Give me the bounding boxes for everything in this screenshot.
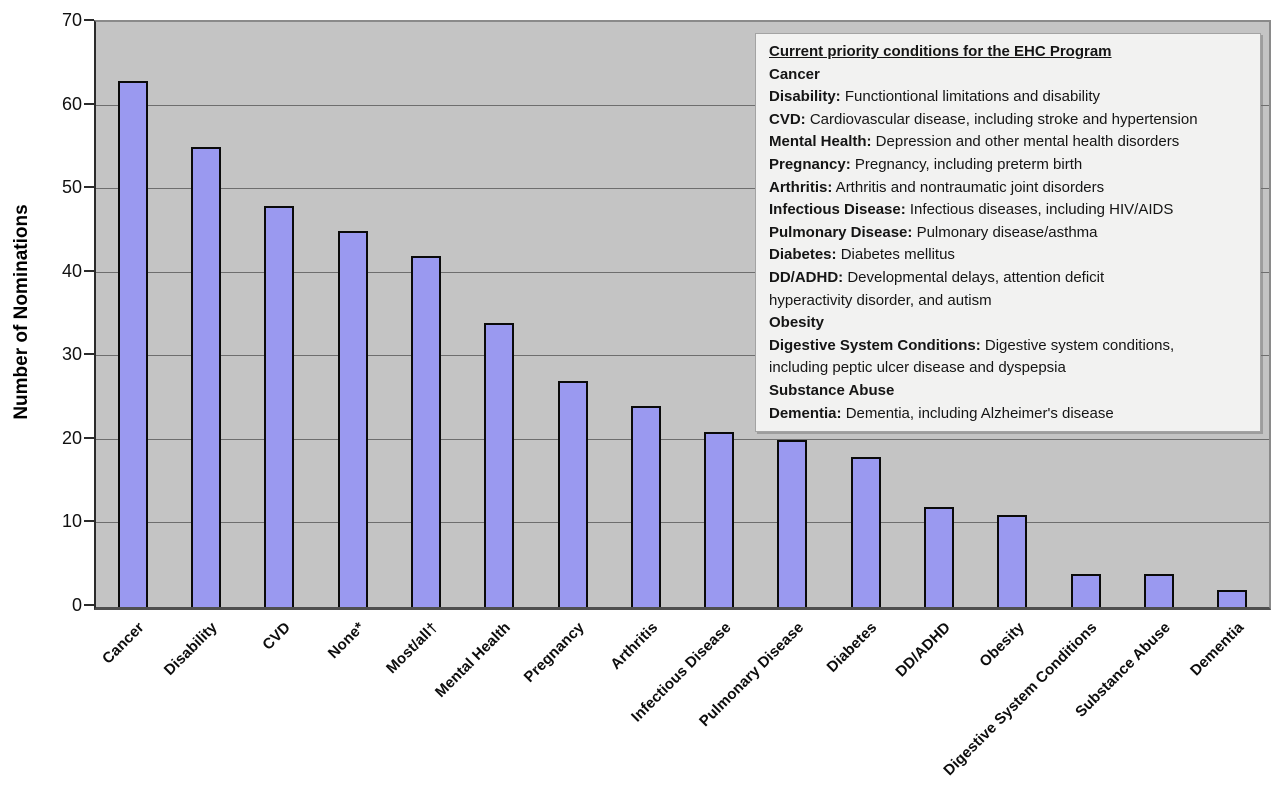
y-tick-60 [84, 102, 94, 105]
bar-obesity [997, 515, 1028, 607]
y-tick-label-20: 20 [61, 427, 82, 448]
legend-line-0: Cancer [769, 64, 1247, 87]
bar-cancer [117, 80, 148, 607]
legend-description: including peptic ulcer disease and dyspe… [769, 359, 1066, 377]
x-label-text: Mental Health [432, 619, 515, 701]
legend-term: Substance Abuse [769, 381, 895, 399]
x-label-text: Diabetes [824, 619, 881, 676]
x-label-text: DD/ADHD [892, 619, 955, 681]
bar-mental-health [484, 322, 515, 607]
legend-term: Disability: [769, 88, 841, 106]
legend-line-12: Digestive System Conditions: Digestive s… [769, 335, 1247, 358]
x-label-text: Most/all† [382, 619, 441, 678]
bar-arthritis [630, 406, 661, 607]
y-tick-50 [84, 186, 94, 189]
legend-description: Cardiovascular disease, including stroke… [805, 110, 1198, 128]
legend-description: Functiontional limitations and disabilit… [840, 88, 1100, 106]
legend-description: Depression and other mental health disor… [871, 133, 1180, 151]
y-tick-label-40: 40 [61, 260, 82, 281]
y-tick-40 [84, 269, 94, 272]
bar-substance-abuse [1144, 573, 1175, 607]
bar-digestive-system-conditions [1070, 573, 1101, 607]
bar-none- [337, 230, 368, 607]
bar-pregnancy [557, 381, 588, 607]
legend-description: Dementia, including Alzheimer's disease [841, 404, 1114, 422]
y-tick-label-50: 50 [61, 177, 82, 198]
legend-title: Current priority conditions for the EHC … [769, 43, 1112, 60]
gridline-30 [96, 355, 1269, 357]
bar-diabetes [850, 456, 881, 607]
x-label-text: None* [324, 619, 368, 663]
legend-description: Diabetes mellitus [836, 246, 955, 264]
gridline-20 [96, 438, 1269, 440]
y-axis-title-text: Number of Nominations [11, 204, 32, 420]
legend-line-2: CVD: Cardiovascular disease, including s… [769, 109, 1247, 132]
legend-term: Obesity [769, 314, 825, 332]
bar-pulmonary-disease [777, 439, 808, 607]
y-tick-0 [84, 604, 94, 606]
legend-term: Diabetes: [769, 246, 837, 264]
legend-line-13: including peptic ulcer disease and dyspe… [769, 357, 1247, 380]
legend-line-5: Arthritis: Arthritis and nontraumatic jo… [769, 177, 1247, 200]
legend-term: Mental Health: [769, 133, 872, 151]
legend-term: DD/ADHD: [769, 268, 844, 286]
bar-disability [190, 147, 221, 607]
legend-term: Cancer [769, 65, 820, 83]
legend-line-7: Pulmonary Disease: Pulmonary disease/ast… [769, 222, 1247, 245]
legend-entries: Cancer Disability: Functiontional limitat… [769, 64, 1247, 426]
y-tick-70 [84, 19, 94, 21]
legend-description: Digestive system conditions, [980, 336, 1175, 354]
y-tick-label-10: 10 [61, 511, 82, 532]
legend-line-6: Infectious Disease: Infectious diseases,… [769, 199, 1247, 222]
legend-term: Arthritis: [769, 178, 833, 196]
gridline-40 [96, 271, 1269, 273]
bar-cvd [264, 205, 295, 607]
gridline-60 [96, 104, 1269, 106]
legend-description: Pregnancy, including preterm birth [850, 155, 1083, 173]
legend-box: Current priority conditions for the EHC … [755, 33, 1261, 433]
legend-line-1: Disability: Functiontional limitations a… [769, 86, 1247, 109]
x-label-text: Disability [161, 619, 221, 679]
legend-line-14: Substance Abuse [769, 380, 1247, 403]
bar-dd-adhd [924, 506, 955, 607]
legend-line-4: Pregnancy: Pregnancy, including preterm … [769, 154, 1247, 177]
y-tick-label-0: 0 [71, 595, 82, 615]
x-label-text: Obesity [975, 619, 1028, 671]
legend-line-9: DD/ADHD: Developmental delays, attention… [769, 267, 1247, 290]
bar-most-all- [410, 256, 441, 607]
gridline-50 [96, 188, 1269, 190]
legend-line-8: Diabetes: Diabetes mellitus [769, 244, 1247, 267]
y-tick-20 [84, 436, 94, 439]
legend-term: Infectious Disease: [769, 201, 906, 219]
legend-description: Arthritis and nontraumatic joint disorde… [832, 178, 1105, 196]
y-tick-label-70: 70 [61, 10, 82, 30]
y-tick-30 [84, 353, 94, 356]
legend-term: Pregnancy: [769, 155, 851, 173]
x-label-text: Pregnancy [520, 619, 588, 686]
bar-dementia [1217, 590, 1248, 607]
legend-line-3: Mental Health: Depression and other ment… [769, 131, 1247, 154]
legend-term: Pulmonary Disease: [769, 223, 913, 241]
legend-term: CVD: [769, 110, 806, 128]
gridline-10 [96, 522, 1269, 524]
x-label-text: Arthritis [606, 619, 661, 673]
legend-line-15: Dementia: Dementia, including Alzheimer'… [769, 403, 1247, 426]
x-label-text: Cancer [99, 619, 148, 668]
bar-infectious-disease [704, 431, 735, 607]
legend-description: Infectious diseases, including HIV/AIDS [905, 201, 1174, 219]
x-label-text: CVD [259, 619, 295, 654]
x-label-text: Dementia [1187, 619, 1248, 680]
x-label-text: Digestive System Conditions [940, 619, 1101, 780]
y-tick-label-60: 60 [61, 93, 82, 114]
legend-description: hyperactivity disorder, and autism [769, 291, 992, 309]
legend-line-10: hyperactivity disorder, and autism [769, 290, 1247, 313]
legend-description: Pulmonary disease/asthma [912, 223, 1098, 241]
legend-term: Digestive System Conditions: [769, 336, 981, 354]
legend-description: Developmental delays, attention deficit [843, 268, 1105, 286]
y-tick-10 [84, 520, 94, 523]
y-tick-label-30: 30 [61, 344, 82, 365]
legend-line-11: Obesity [769, 312, 1247, 335]
legend-term: Dementia: [769, 404, 842, 422]
